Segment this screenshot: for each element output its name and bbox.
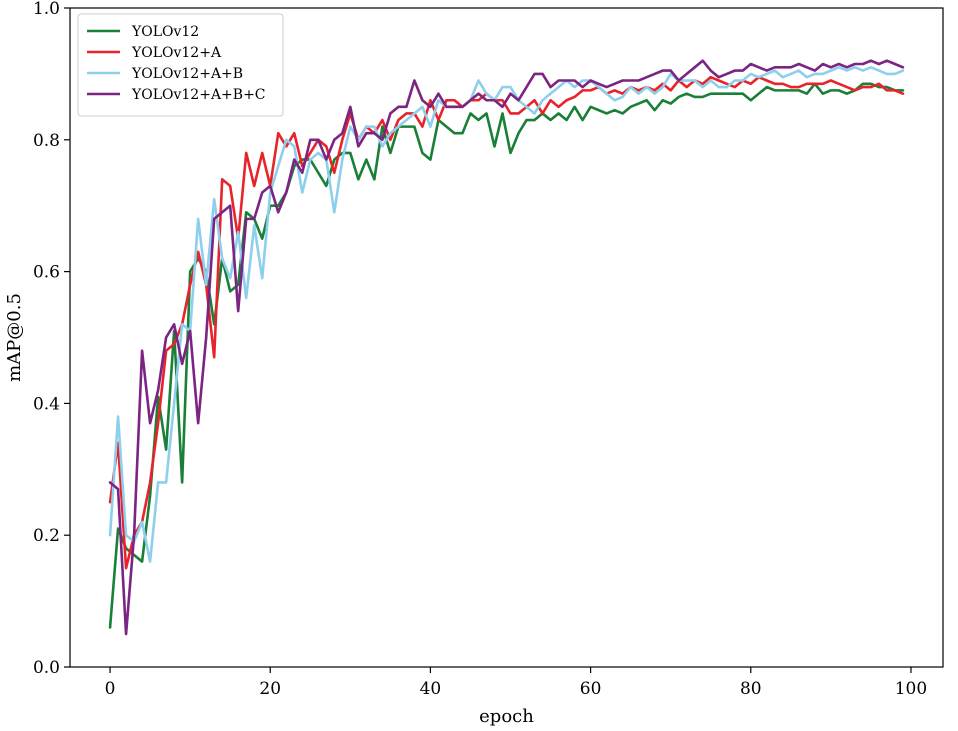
y-tick-label: 0.8: [33, 131, 60, 151]
series-line-2: [108, 75, 905, 570]
x-tick-label: 100: [895, 679, 927, 699]
legend-label-1: YOLOv12: [131, 24, 199, 40]
series-layer: [108, 59, 905, 636]
x-tick-label: 80: [740, 679, 762, 699]
y-axis: 0.0 0.2 0.4 0.6 0.8 1.0: [33, 0, 70, 678]
x-tick-label: 20: [259, 679, 281, 699]
x-tick-label: 60: [580, 679, 602, 699]
y-axis-label: mAP@0.5: [4, 293, 25, 382]
series-line-1: [108, 82, 905, 629]
y-tick-label: 0.0: [33, 658, 60, 678]
x-tick-label: 0: [105, 679, 116, 699]
y-tick-label: 0.2: [33, 526, 60, 546]
x-tick-label: 40: [420, 679, 442, 699]
legend-label-4: YOLOv12+A+B+C: [131, 87, 266, 103]
legend-label-2: YOLOv12+A: [131, 45, 222, 61]
series-line-4: [108, 59, 905, 636]
y-tick-label: 0.4: [33, 394, 60, 414]
y-tick-label: 1.0: [33, 0, 60, 19]
y-tick-label: 0.6: [33, 263, 60, 283]
legend-label-3: YOLOv12+A+B: [131, 66, 243, 82]
x-axis-label: epoch: [479, 706, 534, 727]
x-axis: 0 20 40 60 80 100: [105, 667, 927, 699]
plot-frame: [69, 7, 944, 668]
legend-box: [77, 13, 284, 117]
legend: YOLOv12 YOLOv12+A YOLOv12+A+B YOLOv12+A+B+C: [77, 13, 284, 117]
